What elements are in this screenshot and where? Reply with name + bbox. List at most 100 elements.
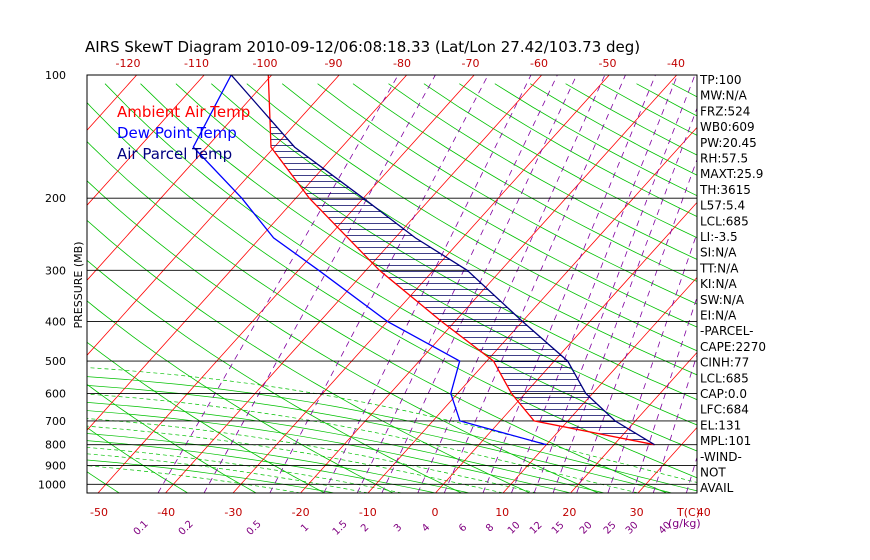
dry-adiabat — [175, 83, 697, 401]
isotherm — [87, 75, 340, 356]
bottom-temp-tick: 30 — [630, 506, 644, 519]
pressure-tick-label: 800 — [45, 439, 66, 452]
dry-adiabat — [87, 180, 599, 493]
mixing-unit-label: (g/kg) — [668, 517, 701, 530]
legend: Ambient Air Temp Dew Point Temp Air Parcel… — [117, 103, 250, 163]
index-line: KI:N/A — [700, 277, 737, 291]
mixing-ratio-line — [203, 75, 436, 493]
mixing-ratio-line — [533, 75, 696, 493]
series-lines — [192, 75, 655, 446]
dry-adiabat — [743, 84, 870, 493]
mixing-ratio-label: 10 — [506, 520, 523, 537]
top-temp-tick: -120 — [116, 57, 141, 70]
isotherm — [300, 75, 677, 493]
moist-adiabat — [87, 367, 697, 483]
bottom-temp-tick: 0 — [432, 506, 439, 519]
pressure-tick-labels: 100 200 300 400 500 600 700 800 900 1000 — [38, 69, 66, 491]
isotherm — [367, 126, 697, 493]
isotherm — [841, 75, 870, 493]
index-line: TT:N/A — [699, 261, 739, 275]
mixing-ratio-line — [269, 75, 489, 493]
index-line: MW:N/A — [700, 89, 748, 103]
moist-adiabat — [87, 393, 639, 493]
index-line: EI:N/A — [700, 309, 737, 323]
series-line — [230, 75, 655, 446]
isotherm — [87, 75, 407, 431]
index-line: TH:3615 — [699, 183, 751, 197]
dry-adiabat — [388, 83, 697, 260]
index-line: MAXT:25.9 — [700, 167, 763, 181]
index-line: WB0:609 — [700, 120, 755, 134]
index-line: FRZ:524 — [700, 104, 750, 118]
dry-adiabat — [849, 84, 870, 493]
index-line: EL:131 — [700, 418, 741, 432]
top-temp-tick: -70 — [462, 57, 480, 70]
index-line: MPL:101 — [700, 434, 751, 448]
index-line: LCL:685 — [700, 214, 749, 228]
isotherm — [502, 276, 697, 493]
mixing-ratio-label: 30 — [624, 520, 641, 537]
background-lines — [0, 75, 870, 493]
dry-adiabat — [104, 83, 697, 452]
dry-adiabat — [140, 83, 697, 426]
bottom-temp-tick: -40 — [157, 506, 175, 519]
isotherm — [165, 75, 542, 493]
mixing-ratio-label: 4 — [420, 522, 432, 534]
moist-adiabat — [87, 465, 301, 493]
isotherm — [0, 75, 69, 493]
index-line: TP:100 — [699, 73, 742, 87]
dry-adiabat — [246, 83, 697, 352]
index-line: LFC:684 — [700, 403, 749, 417]
legend-entry: Air Parcel Temp — [117, 145, 232, 163]
dry-adiabat — [778, 84, 870, 493]
temp-unit-label: T(C) — [676, 506, 700, 519]
legend-entry: Dew Point Temp — [117, 124, 237, 142]
top-temp-tick: -90 — [325, 57, 343, 70]
index-line: -WIND- — [700, 450, 742, 464]
mixing-ratio-label: 1.5 — [331, 519, 350, 538]
pressure-tick-label: 200 — [45, 192, 66, 205]
pressure-tick-label: 400 — [45, 315, 66, 328]
bottom-temp-tick: 10 — [495, 506, 509, 519]
dry-adiabat — [352, 83, 697, 282]
moist-adiabat — [0, 384, 592, 493]
dry-adiabat — [211, 83, 697, 376]
mixing-ratio-line — [552, 107, 697, 493]
index-line: PW:20.45 — [700, 136, 757, 150]
cape-hatching — [270, 121, 647, 441]
pressure-tick-label: 500 — [45, 355, 66, 368]
mixing-ratio-line — [607, 232, 697, 493]
index-line: CINH:77 — [700, 356, 749, 370]
mixing-ratio-line — [157, 75, 399, 493]
pressure-tick-label: 1000 — [38, 478, 66, 491]
top-temp-tick: -110 — [184, 57, 209, 70]
mixing-ratio-line — [443, 75, 626, 493]
top-temp-tick: -100 — [253, 57, 278, 70]
bottom-temp-tick: -10 — [359, 506, 377, 519]
mixing-ratio-labels: 0.1 0.2 0.5 1 1.5 2 3 4 6 8 10 12 15 20 25 30 40 — [132, 519, 674, 538]
dry-adiabat — [87, 383, 257, 493]
mixing-ratio-label: 0.1 — [132, 519, 151, 538]
pressure-tick-label: 700 — [45, 415, 66, 428]
isotherm — [0, 75, 2, 493]
mixing-ratio-label: 25 — [602, 520, 619, 537]
bottom-temp-tick: -20 — [292, 506, 310, 519]
moist-adiabat — [87, 447, 402, 493]
mixing-ratio-label: 20 — [578, 520, 595, 537]
dry-adiabat — [281, 83, 697, 328]
bottom-temp-tick: 20 — [562, 506, 576, 519]
top-temp-tick: -50 — [599, 57, 617, 70]
pressure-tick-label: 100 — [45, 69, 66, 82]
bottom-temp-tick: -30 — [224, 506, 242, 519]
mixing-ratio-label: 3 — [392, 522, 404, 534]
y-axis-label: PRESSURE (MB) — [72, 242, 85, 329]
mixing-ratio-label: 0.5 — [245, 519, 264, 538]
isotherm — [97, 75, 475, 493]
bottom-temp-tick-labels: -50 -40 -30 -20 -10 0 10 20 30 40 — [90, 506, 711, 519]
pressure-tick-label: 900 — [45, 460, 66, 473]
series-line — [192, 75, 547, 446]
dry-adiabat — [87, 300, 394, 493]
index-line: SW:N/A — [700, 293, 745, 307]
